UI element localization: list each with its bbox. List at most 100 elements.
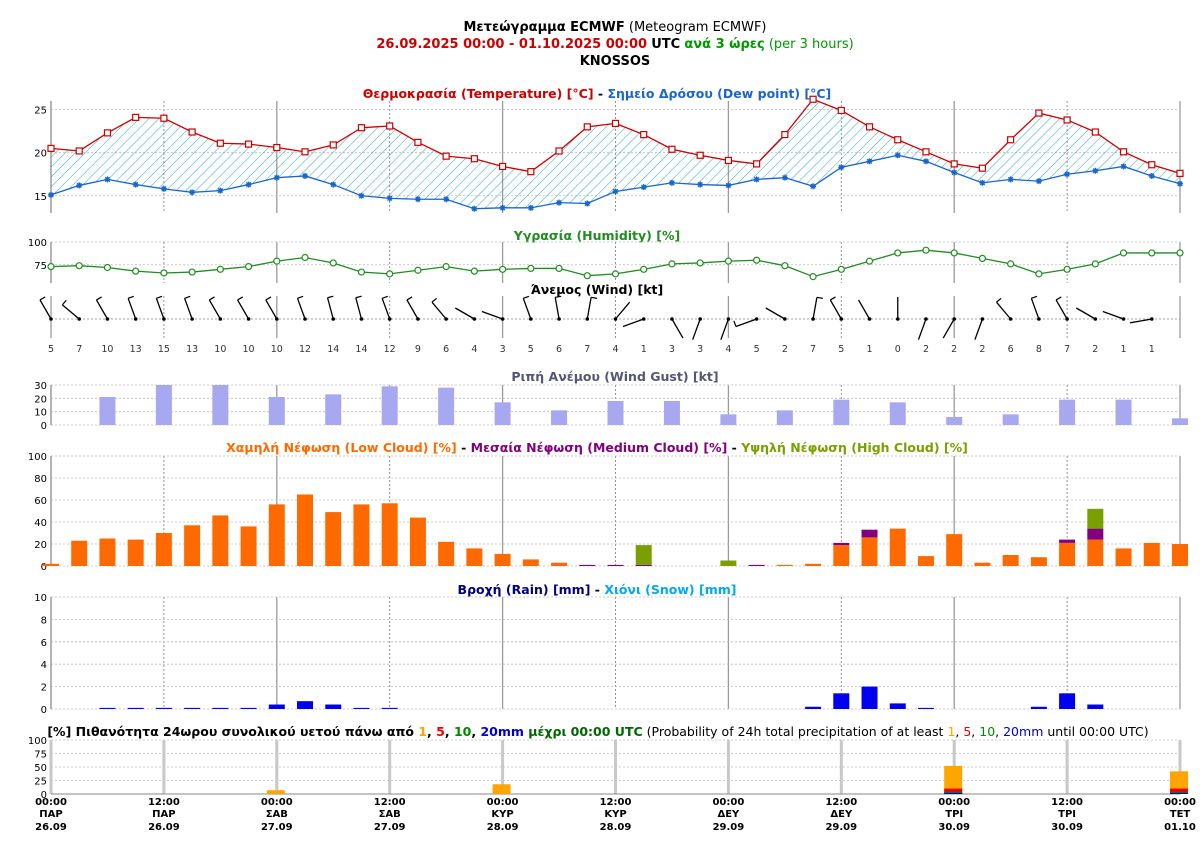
rain-bar — [99, 707, 116, 709]
wind-barb-base — [839, 317, 844, 321]
y-tick-label: 25 — [34, 106, 47, 117]
wind-barb-base — [670, 317, 674, 321]
temperature-point — [640, 131, 648, 139]
temperature-point — [696, 151, 704, 159]
cloud-panel: 0 20 40 60 80 100 — [28, 452, 1188, 573]
x-tick-time: 12:00 — [600, 797, 632, 808]
wind-gust-bar — [720, 414, 737, 425]
temp-dewpoint-spread-area — [51, 99, 1180, 209]
wind-barb-base — [472, 317, 477, 321]
humidity-point — [555, 264, 563, 273]
wind-barb — [812, 297, 818, 320]
wind-barb — [829, 299, 842, 320]
wind-gust-bar — [776, 410, 793, 425]
wind-speed-label: 13 — [130, 344, 142, 355]
humidity-point — [499, 265, 507, 273]
medium-cloud-bar — [607, 564, 624, 566]
wind-barb-base — [162, 317, 166, 321]
temperature-point — [1007, 136, 1015, 144]
low-cloud-bar — [240, 526, 257, 566]
low-cloud-bar — [297, 494, 314, 566]
y-tick-label: 100 — [28, 238, 47, 249]
wind-barb-base — [698, 317, 702, 321]
humidity-point — [47, 263, 55, 271]
high-cloud-bar — [720, 560, 737, 566]
humidity-point — [696, 259, 704, 267]
wind-speed-label: 3 — [500, 344, 506, 355]
humidity-point — [922, 246, 930, 254]
wind-speed-label: 2 — [979, 344, 985, 355]
y-tick-label: 6 — [41, 638, 47, 649]
rain-bar — [240, 707, 257, 709]
humidity-point — [809, 273, 817, 281]
rain-bar — [212, 707, 229, 709]
temperature-panel-title: Θερμοκρασία (Temperature) [°C] - Σημείο … — [363, 86, 832, 101]
prob-5mm-bar — [944, 788, 963, 794]
wind-speed-label: 1 — [1121, 344, 1127, 355]
x-tick-date: 29.09 — [825, 822, 857, 833]
temperature-point — [1035, 109, 1043, 117]
wind-gust-bar — [155, 385, 172, 425]
wind-barb-base — [246, 317, 251, 321]
wind-barb-flag — [431, 297, 437, 303]
x-tick-date: 28.09 — [600, 822, 632, 833]
y-tick-label: 0 — [41, 705, 47, 716]
wind-barb-base — [641, 317, 646, 321]
wind-barb-flag — [156, 295, 163, 299]
x-tick-time: 00:00 — [35, 797, 67, 808]
dewpoint-point — [979, 179, 986, 186]
temperature-point — [894, 136, 902, 144]
dewpoint-point — [894, 152, 901, 159]
wind-barb — [615, 301, 631, 320]
wind-barb-base — [585, 317, 590, 321]
wind-speed-label: 15 — [158, 344, 170, 355]
humidity-point — [1063, 265, 1071, 273]
x-tick-time: 12:00 — [148, 797, 180, 808]
y-tick-label: 80 — [34, 474, 47, 485]
dewpoint-point — [358, 192, 365, 199]
probability-panel: 0 25 50 75 100 — [28, 736, 1188, 801]
dewpoint-point — [838, 164, 845, 171]
humidity-point — [1007, 260, 1015, 268]
rain-bar — [1087, 704, 1104, 709]
y-tick-label: 20 — [34, 394, 47, 405]
wind-gust-bar — [494, 402, 511, 425]
wind-barb-flag — [355, 295, 362, 299]
humidity-point — [329, 259, 337, 267]
temperature-point — [865, 123, 874, 131]
wind-barb-base — [416, 317, 420, 321]
wind-barb-flag — [523, 295, 530, 299]
temperature-point — [75, 147, 83, 155]
temperature-point — [583, 123, 591, 131]
wind-barb — [1055, 299, 1068, 320]
humidity-point — [668, 260, 676, 268]
wind-barb-base — [105, 317, 110, 321]
dewpoint-point — [640, 184, 647, 191]
wind-speed-label: 7 — [1064, 344, 1070, 355]
wind-barb-flag — [297, 295, 304, 299]
prob-1mm-bar — [944, 765, 963, 794]
humidity-point — [160, 269, 168, 277]
wind-barb-flag — [1031, 295, 1038, 299]
low-cloud-bar — [917, 556, 934, 566]
x-tick-date: 01.10 — [1164, 822, 1196, 833]
wind-barb-base — [303, 317, 307, 321]
dewpoint-point — [160, 185, 167, 192]
wind-barb — [326, 297, 334, 320]
x-tick-day: ΔΕΥ — [717, 809, 740, 820]
dewpoint-point — [922, 158, 929, 165]
wind-barb — [39, 299, 52, 320]
wind-gust-bar — [889, 402, 906, 425]
low-cloud-bar — [1172, 544, 1188, 566]
wind-speed-label: 10 — [271, 344, 283, 355]
y-tick-label: 20 — [34, 149, 47, 160]
wind-speed-label: 7 — [810, 344, 816, 355]
temperature-point — [753, 160, 761, 168]
wind-speed-label: 9 — [415, 344, 421, 355]
dewpoint-point — [781, 174, 788, 181]
rain-bar — [325, 704, 342, 709]
wind-speed-label: 2 — [951, 344, 957, 355]
time-axis: 00:00ΠΑΡ26.0912:00ΠΑΡ26.0900:00ΣΑΒ27.091… — [35, 797, 1196, 833]
temperature-point — [1119, 148, 1128, 156]
wind-gust-bar — [833, 399, 850, 425]
